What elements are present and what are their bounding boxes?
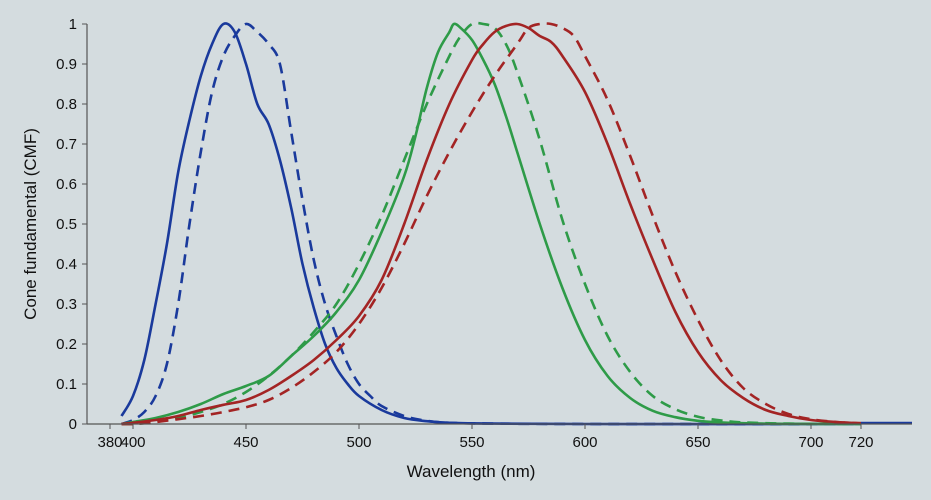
x-tick-label: 500 xyxy=(346,434,371,451)
x-tick-label: 450 xyxy=(233,434,258,451)
plot-lines xyxy=(120,21,912,426)
y-tick-label: 0.4 xyxy=(56,256,77,273)
m-cone-line xyxy=(121,22,862,426)
y-tick-label: 0.2 xyxy=(56,336,77,353)
x-tick-label: 400 xyxy=(120,434,145,451)
x-tick-label: 550 xyxy=(459,434,484,451)
y-tick-label: 0.9 xyxy=(56,56,77,73)
y-tick-label: 0 xyxy=(69,416,77,433)
x-tick-label: 600 xyxy=(572,434,597,451)
y-tick-label: 0.8 xyxy=(56,96,77,113)
y-ticks: 0 0.1 0.2 0.3 0.4 0.5 0.6 0.7 0.8 0.9 1 xyxy=(56,16,87,433)
x-tick-label: 720 xyxy=(848,434,873,451)
y-tick-label: 0.3 xyxy=(56,296,77,313)
x-tick-label: 650 xyxy=(685,434,710,451)
l-cone-line xyxy=(121,22,862,426)
x-tick-label: 380 xyxy=(97,434,122,451)
y-tick-label: 0.5 xyxy=(56,216,77,233)
y-tick-label: 0.7 xyxy=(56,136,77,153)
y-tick-label: 1 xyxy=(69,16,77,33)
y-tick-label: 0.1 xyxy=(56,376,77,393)
x-tick-label: 700 xyxy=(798,434,823,451)
x-axis-title: Wavelength (nm) xyxy=(407,462,536,481)
y-tick-label: 0.6 xyxy=(56,176,77,193)
l-cone-dashed-line xyxy=(121,22,862,426)
y-axis-title: Cone fundamental (CMF) xyxy=(21,128,40,320)
m-cone-dashed-line xyxy=(121,21,862,426)
